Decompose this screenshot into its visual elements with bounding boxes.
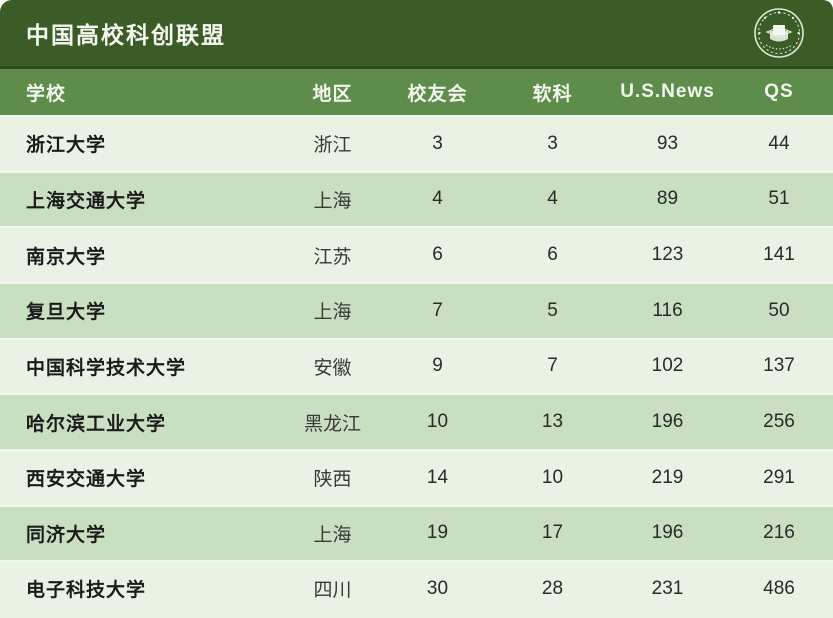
cell-school: 复旦大学	[0, 281, 285, 339]
header-row: 学校 地区 校友会 软科 U.S.News QS	[0, 69, 833, 116]
cell-qs-rank: 256	[725, 393, 833, 450]
cell-usnews-rank: 102	[610, 337, 725, 395]
cell-school: 南京大学	[0, 226, 285, 283]
column-header-region: 地区	[285, 69, 380, 116]
table-header: 学校 地区 校友会 软科 U.S.News QS	[0, 69, 833, 116]
cell-qs-rank: 44	[725, 115, 833, 172]
cell-xiaoyouhui-rank: 6	[380, 226, 495, 283]
cell-ruanke-rank: 17	[495, 504, 610, 562]
cell-qs-rank: 216	[725, 504, 833, 562]
cell-xiaoyouhui-rank: 7	[380, 281, 495, 339]
cell-region: 上海	[285, 281, 380, 339]
table-row: 西安交通大学 陕西 14 10 219 291	[0, 448, 833, 506]
cell-usnews-rank: 89	[610, 170, 725, 228]
cell-xiaoyouhui-rank: 19	[380, 504, 495, 562]
cell-qs-rank: 486	[725, 560, 833, 615]
university-seal-icon	[754, 8, 804, 58]
cell-ruanke-rank: 6	[495, 226, 610, 283]
cell-region: 浙江	[285, 115, 380, 172]
table-row: 南京大学 江苏 6 6 123 141	[0, 226, 833, 283]
table-row: 同济大学 上海 19 17 196 216	[0, 504, 833, 562]
cell-xiaoyouhui-rank: 10	[380, 393, 495, 450]
table-row: 中国科学技术大学 安徽 9 7 102 137	[0, 337, 833, 395]
cell-usnews-rank: 93	[610, 115, 725, 172]
cell-xiaoyouhui-rank: 4	[380, 170, 495, 228]
cell-school: 中国科学技术大学	[0, 337, 285, 395]
table-row: 哈尔滨工业大学 黑龙江 10 13 196 256	[0, 393, 833, 450]
cell-qs-rank: 137	[725, 337, 833, 395]
cell-region: 上海	[285, 170, 380, 228]
cell-region: 安徽	[285, 337, 380, 395]
table-body: 浙江大学 浙江 3 3 93 44 上海交通大学 上海 4 4 89 51 南京…	[0, 115, 833, 615]
cell-xiaoyouhui-rank: 3	[380, 115, 495, 172]
title-bar: 中国高校科创联盟	[0, 0, 833, 69]
cell-region: 陕西	[285, 448, 380, 506]
table-row: 浙江大学 浙江 3 3 93 44	[0, 115, 833, 172]
table-row: 复旦大学 上海 7 5 116 50	[0, 281, 833, 339]
cell-school: 西安交通大学	[0, 448, 285, 506]
column-header-usnews: U.S.News	[610, 69, 725, 116]
column-header-school: 学校	[0, 69, 285, 116]
cell-ruanke-rank: 7	[495, 337, 610, 395]
cell-xiaoyouhui-rank: 14	[380, 448, 495, 506]
cell-qs-rank: 291	[725, 448, 833, 506]
cell-qs-rank: 50	[725, 281, 833, 339]
column-header-ruanke: 软科	[495, 69, 610, 116]
cell-region: 四川	[285, 560, 380, 615]
cell-ruanke-rank: 13	[495, 393, 610, 450]
cell-region: 上海	[285, 504, 380, 562]
table-row: 电子科技大学 四川 30 28 231 486	[0, 560, 833, 615]
cell-school: 电子科技大学	[0, 560, 285, 615]
cell-ruanke-rank: 3	[495, 115, 610, 172]
cell-usnews-rank: 116	[610, 281, 725, 339]
cell-qs-rank: 141	[725, 226, 833, 283]
cell-qs-rank: 51	[725, 170, 833, 228]
table-row: 上海交通大学 上海 4 4 89 51	[0, 170, 833, 228]
cell-usnews-rank: 219	[610, 448, 725, 506]
cell-ruanke-rank: 28	[495, 560, 610, 615]
cell-usnews-rank: 196	[610, 393, 725, 450]
page-title: 中国高校科创联盟	[26, 22, 226, 48]
column-header-xiaoyouhui: 校友会	[380, 69, 495, 116]
cell-region: 黑龙江	[285, 393, 380, 450]
cell-usnews-rank: 231	[610, 560, 725, 615]
cell-xiaoyouhui-rank: 9	[380, 337, 495, 395]
column-header-qs: QS	[725, 69, 833, 116]
cell-ruanke-rank: 4	[495, 170, 610, 228]
cell-school: 浙江大学	[0, 115, 285, 172]
cell-usnews-rank: 196	[610, 504, 725, 562]
cell-ruanke-rank: 10	[495, 448, 610, 506]
cell-ruanke-rank: 5	[495, 281, 610, 339]
cell-school: 上海交通大学	[0, 170, 285, 228]
cell-school: 同济大学	[0, 504, 285, 562]
ranking-table: 学校 地区 校友会 软科 U.S.News QS 浙江大学 浙江 3 3 93 …	[0, 69, 833, 615]
cell-usnews-rank: 123	[610, 226, 725, 283]
cell-region: 江苏	[285, 226, 380, 283]
cell-school: 哈尔滨工业大学	[0, 393, 285, 450]
cell-xiaoyouhui-rank: 30	[380, 560, 495, 615]
